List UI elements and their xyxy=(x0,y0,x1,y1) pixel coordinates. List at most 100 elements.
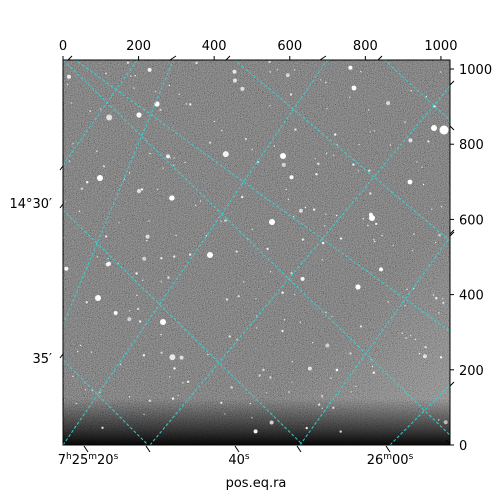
star xyxy=(233,78,237,83)
star xyxy=(162,167,164,169)
right-tick-label: 600 xyxy=(459,213,484,228)
star xyxy=(431,208,433,210)
star xyxy=(326,108,328,110)
star xyxy=(171,397,175,400)
star xyxy=(265,392,268,394)
star xyxy=(367,109,370,111)
star xyxy=(72,375,74,377)
star xyxy=(352,163,355,166)
star xyxy=(291,381,293,384)
star xyxy=(135,272,138,275)
star xyxy=(207,353,209,356)
star xyxy=(84,389,87,391)
star xyxy=(289,93,293,96)
star xyxy=(142,354,146,357)
star xyxy=(146,239,148,242)
star xyxy=(299,321,302,323)
star xyxy=(240,86,245,91)
star xyxy=(129,310,131,312)
star xyxy=(370,359,372,361)
star xyxy=(374,240,376,243)
star xyxy=(64,266,69,271)
star xyxy=(251,149,253,151)
star xyxy=(104,235,108,238)
grid-line xyxy=(389,384,450,445)
star xyxy=(64,200,67,202)
star xyxy=(96,150,98,152)
right-axis: 0 200 400 600 800 1000 xyxy=(450,63,492,454)
star xyxy=(188,253,192,256)
grid-line xyxy=(63,60,328,445)
star xyxy=(300,276,305,281)
star xyxy=(443,420,448,425)
star xyxy=(256,161,260,164)
star xyxy=(128,396,131,398)
top-tick-label: 400 xyxy=(202,39,227,54)
grid-line xyxy=(63,60,174,326)
star xyxy=(439,125,449,135)
star xyxy=(416,161,418,163)
star xyxy=(413,233,415,235)
star xyxy=(438,234,441,237)
star xyxy=(173,367,176,370)
top-tick-label: 600 xyxy=(277,39,302,54)
x-axis-label: pos.eq.ra xyxy=(226,476,287,491)
star xyxy=(269,271,272,273)
star xyxy=(280,153,286,159)
star xyxy=(307,366,312,371)
star xyxy=(324,225,326,227)
star xyxy=(348,65,353,70)
star xyxy=(335,214,338,217)
star xyxy=(237,295,240,298)
star xyxy=(205,235,208,237)
star xyxy=(369,192,372,195)
star xyxy=(298,208,303,213)
star xyxy=(339,237,343,240)
star xyxy=(255,298,257,300)
right-tick-label: 800 xyxy=(459,138,484,153)
star xyxy=(221,129,223,132)
star xyxy=(285,188,287,191)
star xyxy=(243,281,245,283)
star xyxy=(137,307,140,311)
star xyxy=(220,401,223,404)
grid-line xyxy=(63,60,138,166)
star xyxy=(258,374,261,377)
star xyxy=(312,342,314,344)
grid-line xyxy=(383,60,450,122)
star xyxy=(439,356,443,359)
star xyxy=(96,256,99,258)
star xyxy=(268,60,271,64)
star xyxy=(281,291,284,294)
star xyxy=(182,382,184,384)
dec-tick-label-1: 14°30′ xyxy=(9,197,52,212)
star xyxy=(129,75,132,77)
star xyxy=(269,376,272,379)
star xyxy=(349,352,352,355)
star xyxy=(101,426,104,429)
star xyxy=(276,69,278,71)
star xyxy=(78,210,81,212)
star xyxy=(126,61,130,64)
star xyxy=(305,426,308,430)
star xyxy=(154,90,157,93)
star xyxy=(160,319,166,325)
grid-line xyxy=(63,60,450,436)
star xyxy=(177,394,179,397)
star xyxy=(325,152,328,154)
star xyxy=(145,234,150,239)
star xyxy=(140,188,144,191)
star xyxy=(251,417,253,419)
star xyxy=(312,208,316,211)
star xyxy=(79,344,82,347)
star xyxy=(86,181,89,184)
star xyxy=(293,294,296,296)
star xyxy=(350,391,352,393)
star xyxy=(225,298,229,301)
top-axis: 0 200 400 600 800 1000 xyxy=(59,39,457,60)
star xyxy=(99,391,101,393)
star xyxy=(410,90,412,92)
star xyxy=(431,125,437,131)
star xyxy=(249,402,251,405)
